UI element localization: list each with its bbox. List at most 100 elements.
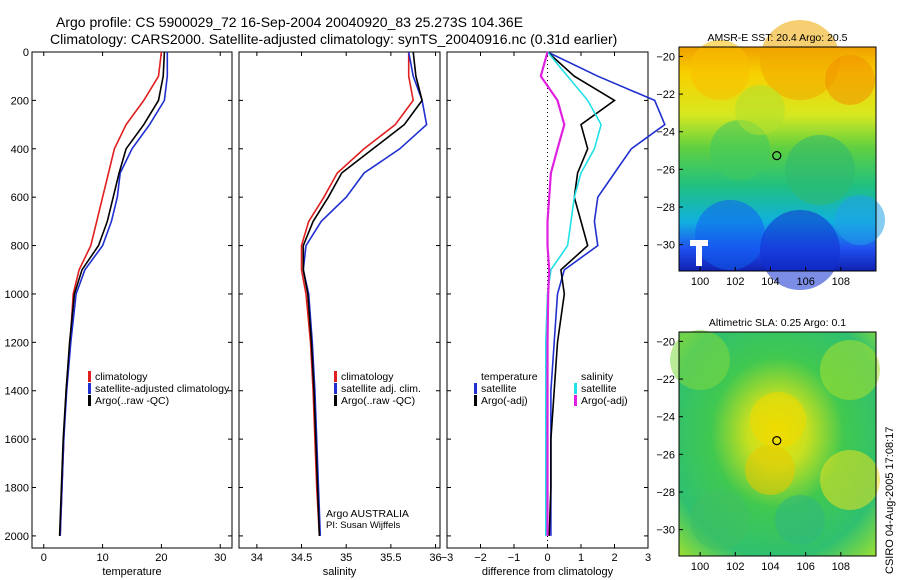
- y-tick-label: 200: [11, 95, 29, 107]
- field-patch: [690, 490, 750, 550]
- map-x-tick-label: 106: [796, 276, 814, 288]
- land-glyph: [696, 240, 702, 266]
- annotation-text: Argo AUSTRALIA: [326, 508, 409, 520]
- x-tick-label: 30: [214, 552, 226, 564]
- series-line: [539, 51, 566, 536]
- legend-entry: satellite adj. clim.: [341, 383, 421, 395]
- x-tick-label: 3: [645, 552, 651, 564]
- series-line: [300, 52, 415, 536]
- legend-swatch: [334, 383, 337, 394]
- map-y-tick-label: −26: [656, 449, 675, 461]
- y-tick-label: 1800: [5, 483, 29, 495]
- x-axis-label: difference from climatology: [482, 566, 614, 578]
- map-x-tick-label: 102: [726, 276, 744, 288]
- series-line: [302, 51, 428, 536]
- annotation-text: PI: Susan Wijffels: [326, 520, 401, 531]
- legend-entry: Argo(..raw -QC): [341, 395, 415, 407]
- x-tick-label: 1: [578, 552, 584, 564]
- plot-frame: [31, 51, 233, 549]
- field-patch: [690, 40, 750, 100]
- float-position-marker: [772, 151, 782, 161]
- field-patch: [820, 450, 880, 510]
- field-patch: [735, 85, 785, 135]
- field-patch: [760, 210, 840, 290]
- x-tick-label: 34: [251, 552, 263, 564]
- map-frame: [678, 46, 877, 272]
- map-y-tick-label: −24: [656, 412, 675, 424]
- legend-entry: climatology: [95, 371, 148, 383]
- map-y-tick-label: −30: [656, 240, 675, 252]
- legend-swatch: [334, 371, 337, 382]
- field-patch: [820, 340, 880, 400]
- map-x-tick-label: 108: [832, 276, 850, 288]
- legend-entry: satellite: [581, 383, 617, 395]
- x-tick-label: 0: [41, 552, 47, 564]
- series-line: [302, 51, 423, 536]
- legend-entry: satellite-adjusted climatology: [95, 383, 230, 395]
- legend-swatch: [88, 395, 91, 406]
- figure-title-line1: Argo profile: CS 5900029_72 16-Sep-2004 …: [56, 14, 523, 30]
- timestamp-stamp: CSIRO 04-Aug-2005 17:08:17: [884, 427, 896, 574]
- legend-swatch: [334, 395, 337, 406]
- map-y-tick-label: −28: [656, 202, 675, 214]
- plot-frame: [238, 51, 441, 549]
- legend-entry: salinity: [581, 371, 614, 383]
- field-patch: [745, 445, 795, 495]
- x-tick-label: 10: [96, 552, 108, 564]
- x-axis-label: salinity: [323, 566, 357, 578]
- x-tick-label: −2: [474, 552, 487, 564]
- x-tick-label: 0: [544, 552, 550, 564]
- map-title: AMSR-E SST: 20.4 Argo: 20.5: [707, 32, 847, 44]
- float-position-marker: [772, 436, 782, 446]
- series-line: [58, 51, 166, 536]
- field-patch: [775, 495, 825, 545]
- map-y-tick-label: −24: [656, 127, 675, 139]
- salinity-panel: 34 34.5 35 35.5 36 salinity climatologysatelli…: [238, 51, 442, 578]
- x-axis-label: temperature: [102, 566, 161, 578]
- x-tick-label: −1: [508, 552, 521, 564]
- series-line: [544, 51, 602, 536]
- field-patch: [710, 120, 770, 180]
- series-line: [59, 52, 169, 536]
- y-tick-label: 400: [11, 144, 29, 156]
- map-y-tick-label: −30: [656, 525, 675, 537]
- y-tick-label: 1400: [5, 386, 29, 398]
- map-y-tick-label: −20: [656, 336, 675, 348]
- map-title: Altimetric SLA: 0.25 Argo: 0.1: [709, 317, 846, 329]
- sst-map-panel: AMSR-E SST: 20.4 Argo: 20.5 100 102 104 106 1…: [656, 20, 885, 290]
- y-tick-label: 2000: [5, 531, 29, 543]
- legend-swatch: [88, 371, 91, 382]
- sla-map-panel: Altimetric SLA: 0.25 Argo: 0.1 100 102 104 1…: [656, 317, 880, 573]
- temperature-panel: 0 10 20 30 0 200 400 600 800 1000 1200 1400 1600 1800…: [5, 47, 233, 578]
- map-x-tick-label: 100: [691, 276, 709, 288]
- map-frame: [678, 331, 877, 557]
- x-tick-label: 2: [611, 552, 617, 564]
- field-patch: [670, 330, 730, 390]
- field-patch: [835, 195, 885, 245]
- map-x-tick-label: 104: [761, 276, 779, 288]
- difference-panel: −3 −2 −1 0 1 2 3 difference from climatology tem…: [441, 51, 666, 578]
- x-tick-label: 34.5: [291, 552, 312, 564]
- legend-entry: climatology: [341, 371, 394, 383]
- map-x-tick-label: 106: [796, 561, 814, 573]
- series-line: [546, 51, 616, 536]
- legend-swatch: [574, 383, 577, 394]
- legend-entry: temperature: [481, 371, 538, 383]
- map-y-tick-label: −28: [656, 487, 675, 499]
- map-y-tick-label: −22: [656, 89, 675, 101]
- field-patch: [760, 20, 840, 100]
- series-line: [547, 51, 666, 536]
- legend-swatch: [574, 395, 577, 406]
- legend-swatch: [474, 395, 477, 406]
- map-x-tick-label: 102: [726, 561, 744, 573]
- map-x-tick-label: 100: [691, 561, 709, 573]
- field-patch: [785, 135, 855, 205]
- map-x-tick-label: 108: [832, 561, 850, 573]
- x-tick-label: 20: [155, 552, 167, 564]
- map-y-tick-label: −26: [656, 164, 675, 176]
- y-tick-label: 800: [11, 241, 29, 253]
- field-patch: [750, 392, 806, 448]
- field-patch: [695, 200, 765, 270]
- y-tick-label: 0: [23, 47, 29, 59]
- x-tick-label: 35.5: [380, 552, 401, 564]
